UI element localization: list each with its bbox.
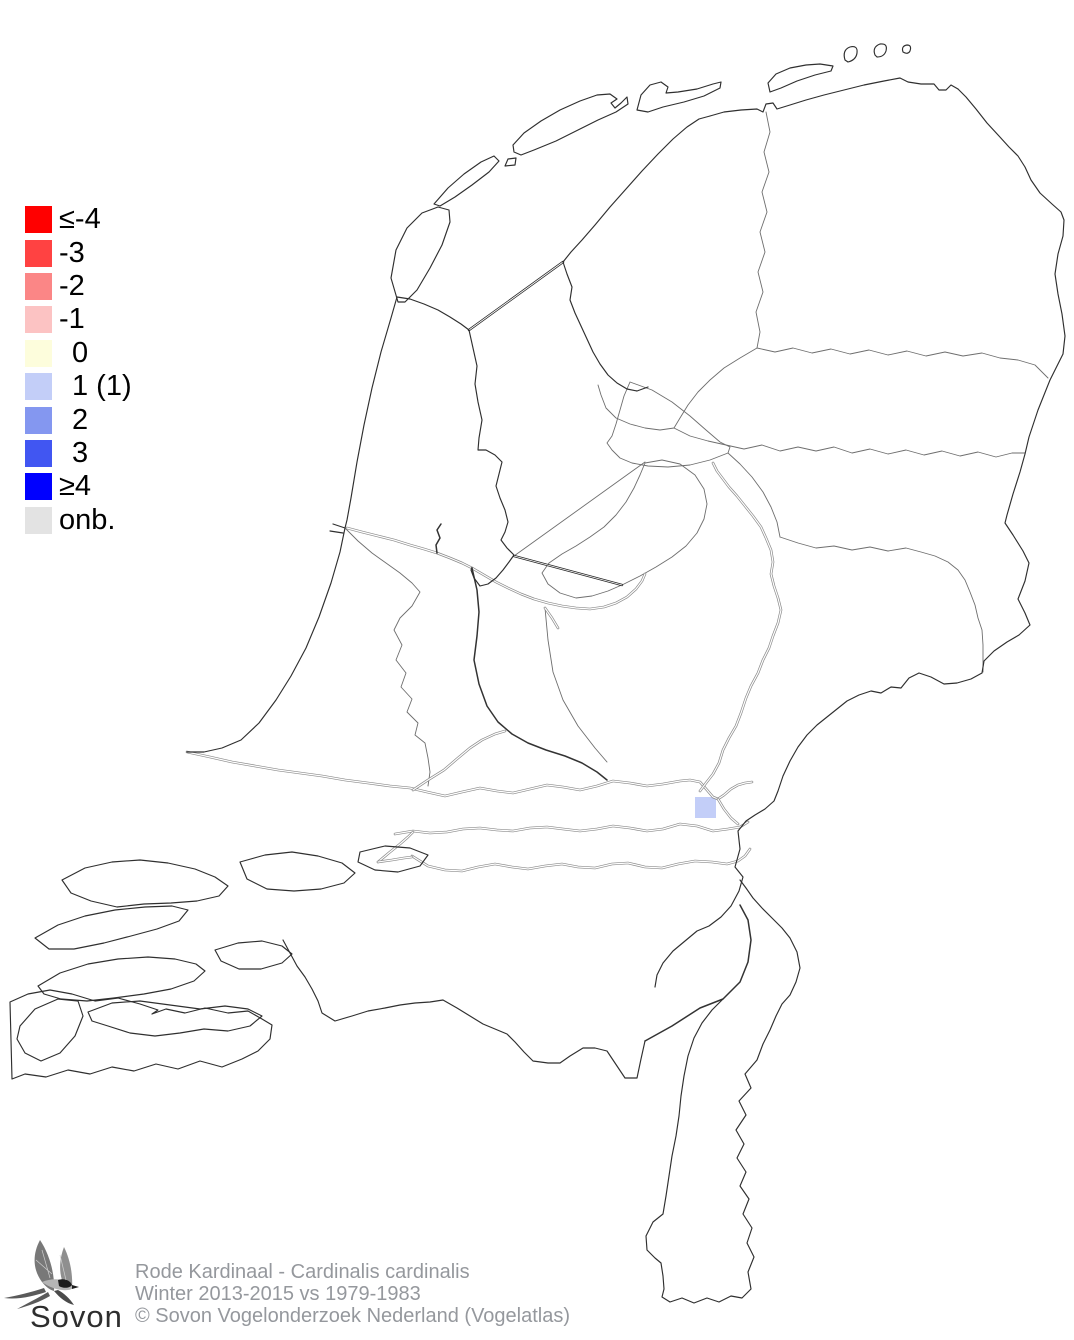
legend-item: ≤-4 bbox=[25, 203, 132, 236]
dark-borders bbox=[435, 523, 752, 1042]
legend-item-label: onb. bbox=[59, 503, 116, 536]
legend-color-swatch bbox=[25, 373, 52, 401]
province-borders bbox=[344, 111, 1049, 787]
legend-color-swatch bbox=[25, 339, 52, 367]
legend-item: -2 bbox=[25, 270, 132, 303]
legend-item-label: 3 bbox=[72, 436, 89, 469]
dikes bbox=[467, 260, 624, 587]
legend-item: -3 bbox=[25, 236, 132, 269]
legend-color-swatch bbox=[25, 406, 52, 434]
legend-item: 0 bbox=[25, 337, 132, 370]
legend-item-label: -3 bbox=[59, 236, 85, 269]
legend-item-label: 2 bbox=[72, 403, 89, 436]
map-caption: Rode Kardinaal - Cardinalis cardinalis W… bbox=[135, 1261, 570, 1327]
caption-period: Winter 2013-2015 vs 1979-1983 bbox=[135, 1283, 421, 1305]
sovon-logo bbox=[4, 1240, 79, 1309]
swallow-icon bbox=[4, 1240, 79, 1309]
legend-item: 1 (1) bbox=[25, 370, 132, 403]
atlas-grid-cell bbox=[695, 797, 716, 818]
coastline bbox=[9, 77, 1066, 1304]
caption-copyright: © Sovon Vogelonderzoek Nederland (Vogela… bbox=[135, 1305, 571, 1327]
caption-species: Rode Kardinaal - Cardinalis cardinalis bbox=[135, 1261, 470, 1283]
sovon-wordmark: Sovon bbox=[30, 1299, 123, 1334]
legend-color-swatch bbox=[25, 239, 52, 267]
legend-color-swatch bbox=[25, 506, 52, 534]
legend-color-swatch bbox=[25, 439, 52, 467]
legend-item-label: 1 (1) bbox=[72, 370, 132, 403]
rivers bbox=[185, 461, 783, 873]
legend-item: 3 bbox=[25, 437, 132, 470]
legend-item: ≥4 bbox=[25, 470, 132, 503]
legend-color-swatch bbox=[25, 306, 52, 334]
legend-item-label: -1 bbox=[59, 303, 85, 336]
wadden-islands bbox=[390, 43, 912, 303]
marked-cells-layer bbox=[695, 797, 716, 818]
legend-item: onb. bbox=[25, 504, 132, 537]
legend-item-label: -2 bbox=[59, 269, 85, 302]
map-legend: ≤-4 -3 -2 -1 0 1 (1) 2 3 ≥4 onb. bbox=[25, 203, 132, 537]
delta-islands bbox=[16, 845, 429, 1062]
legend-color-swatch bbox=[25, 473, 52, 501]
legend-color-swatch bbox=[25, 206, 52, 234]
legend-item: -1 bbox=[25, 303, 132, 336]
legend-item-label: ≥4 bbox=[59, 470, 92, 503]
legend-item: 2 bbox=[25, 403, 132, 436]
legend-item-label: 0 bbox=[72, 336, 89, 369]
legend-item-label: ≤-4 bbox=[59, 203, 101, 236]
legend-color-swatch bbox=[25, 272, 52, 300]
